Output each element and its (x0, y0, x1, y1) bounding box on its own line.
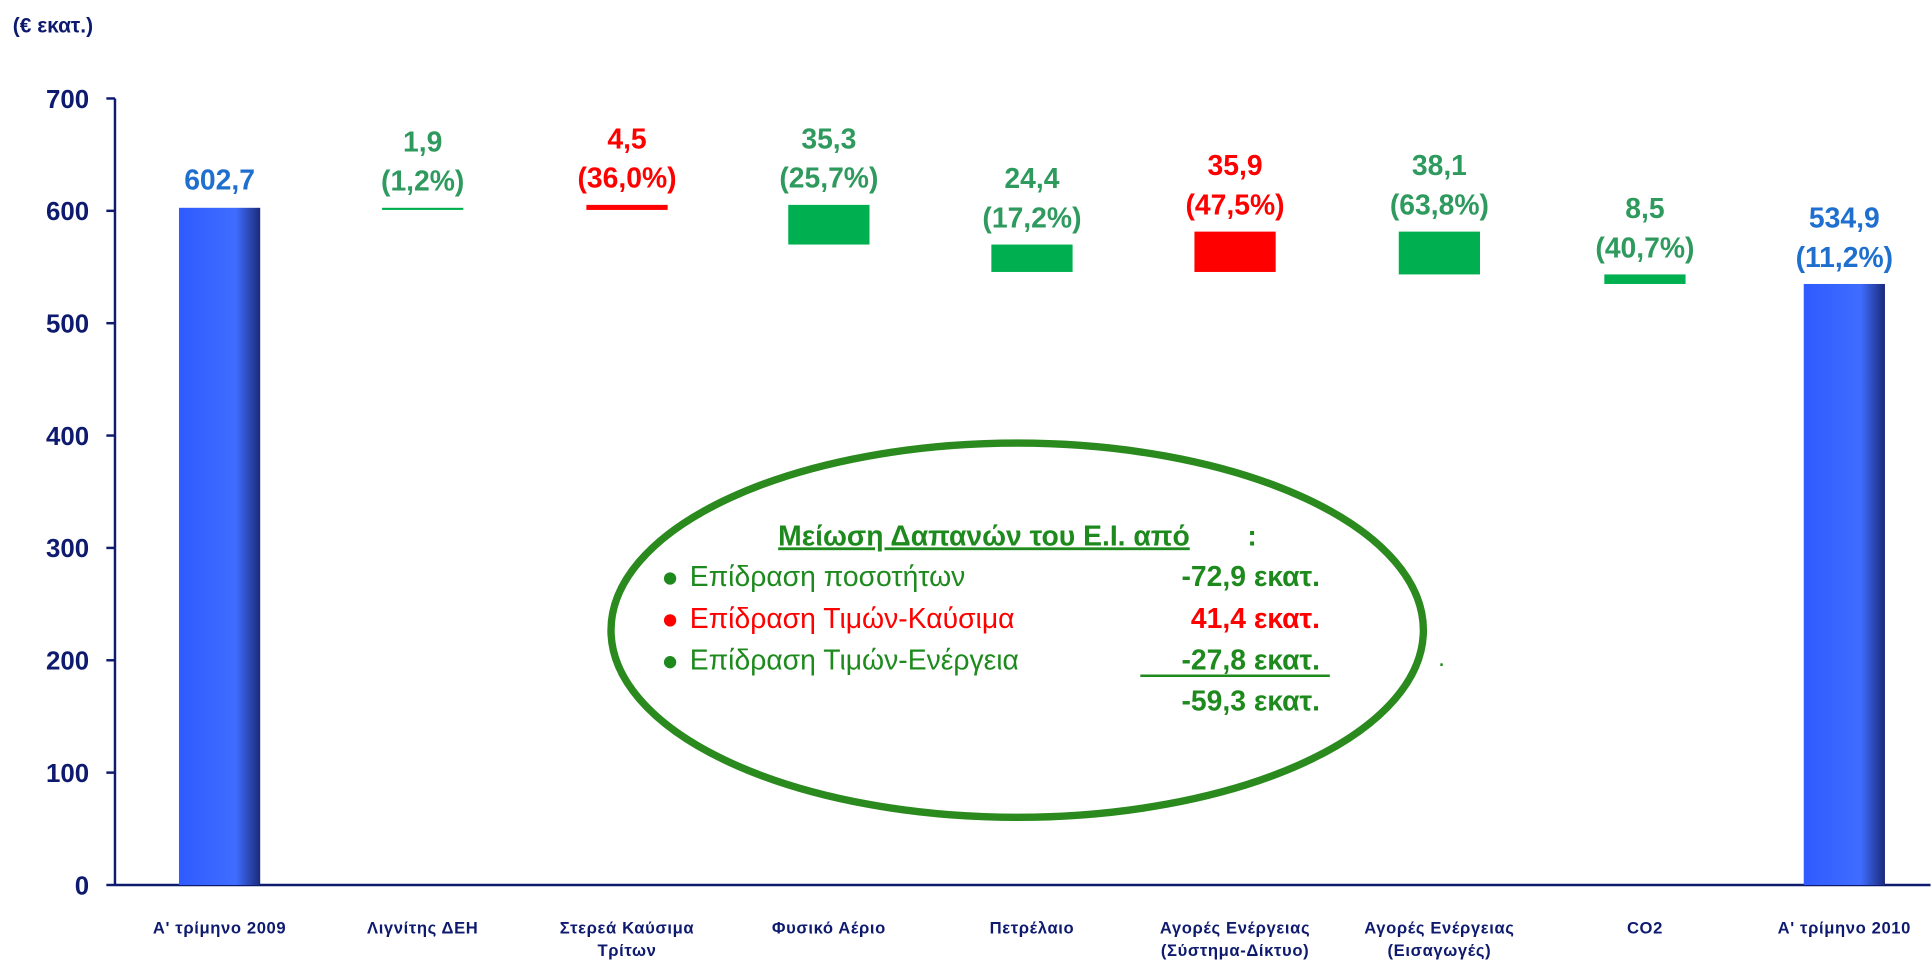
y-tick-label: 0 (75, 872, 89, 900)
y-tick-label: 700 (46, 86, 89, 114)
bullet (663, 572, 677, 585)
value-label: 1,9 (403, 125, 442, 157)
bar (178, 207, 261, 885)
annotation-item-label: Επίδραση Τιμών-Ενέργεια (690, 644, 1019, 676)
change-label: (25,7%) (779, 162, 878, 194)
change-label: (36,0%) (577, 162, 676, 194)
bar (1604, 274, 1686, 284)
value-label: 4,5 (607, 122, 646, 154)
y-tick-label: 100 (46, 760, 89, 788)
x-tick-label: (Εισαγωγές) (1388, 941, 1492, 960)
annotation-item-label: Επίδραση ποσοτήτων (690, 560, 966, 592)
value-label: 602,7 (184, 163, 255, 195)
value-label: 38,1 (1412, 149, 1467, 181)
bar (1194, 231, 1276, 272)
x-tick-label: Φυσικό Αέριο (772, 919, 886, 938)
bar (1398, 231, 1481, 275)
x-tick-label: Αγορές Ενέργειας (1364, 919, 1514, 938)
x-tick-label: Λιγνίτης ΔΕΗ (367, 919, 478, 938)
annotation-title-suffix: : (1247, 519, 1256, 551)
bar (586, 204, 668, 210)
change-label: (47,5%) (1186, 188, 1285, 220)
change-label: (1,2%) (381, 165, 464, 197)
value-label: 24,4 (1004, 162, 1059, 194)
y-tick-label: 500 (46, 310, 89, 338)
x-tick-label: Πετρέλαιο (990, 919, 1075, 938)
x-tick-label: Α' τρίμηνο 2010 (1778, 919, 1911, 938)
x-tick-label: Στερεά Καύσιμα (560, 919, 695, 938)
annotation-item-label: Επίδραση Τιμών-Καύσιμα (690, 602, 1015, 634)
annotation-item-value: 41,4 εκατ. (1191, 602, 1320, 634)
x-tick-label: Αγορές Ενέργειας (1160, 919, 1310, 938)
change-label: (40,7%) (1595, 231, 1694, 263)
x-tick-label: Τρίτων (598, 941, 657, 960)
annotation-ellipse (607, 439, 1428, 821)
bar (382, 207, 464, 210)
x-tick-label: CO2 (1627, 919, 1663, 938)
x-tick-label: (Σύστημα-Δίκτυο) (1161, 941, 1309, 960)
change-label: (17,2%) (982, 201, 1081, 233)
y-tick-label: 400 (46, 423, 89, 451)
bar (1803, 283, 1885, 885)
change-label: (11,2%) (1796, 241, 1894, 273)
value-label: 8,5 (1625, 192, 1664, 224)
annotation-title: Μείωση Δαπανών του Ε.Ι. από (778, 519, 1190, 551)
bar (991, 244, 1073, 272)
x-tick-label: Α' τρίμηνο 2009 (153, 919, 286, 938)
value-label: 35,9 (1208, 149, 1263, 181)
y-tick-label: 600 (46, 198, 89, 226)
unit-label: (€ εκατ.) (13, 15, 93, 38)
annotation-item-value: -72,9 εκατ. (1181, 560, 1320, 592)
annotation-total: -59,3 εκατ. (1181, 684, 1320, 716)
bar (788, 204, 870, 245)
annotation-note: . (1438, 645, 1445, 672)
y-tick-label: 300 (46, 535, 89, 563)
change-label: (63,8%) (1390, 188, 1489, 220)
value-label: 35,3 (801, 122, 856, 154)
value-label: 534,9 (1809, 201, 1880, 233)
bullet (663, 656, 677, 669)
bullet (663, 614, 677, 627)
y-tick-label: 200 (46, 648, 89, 676)
annotation-item-value: -27,8 εκατ. (1181, 644, 1320, 676)
